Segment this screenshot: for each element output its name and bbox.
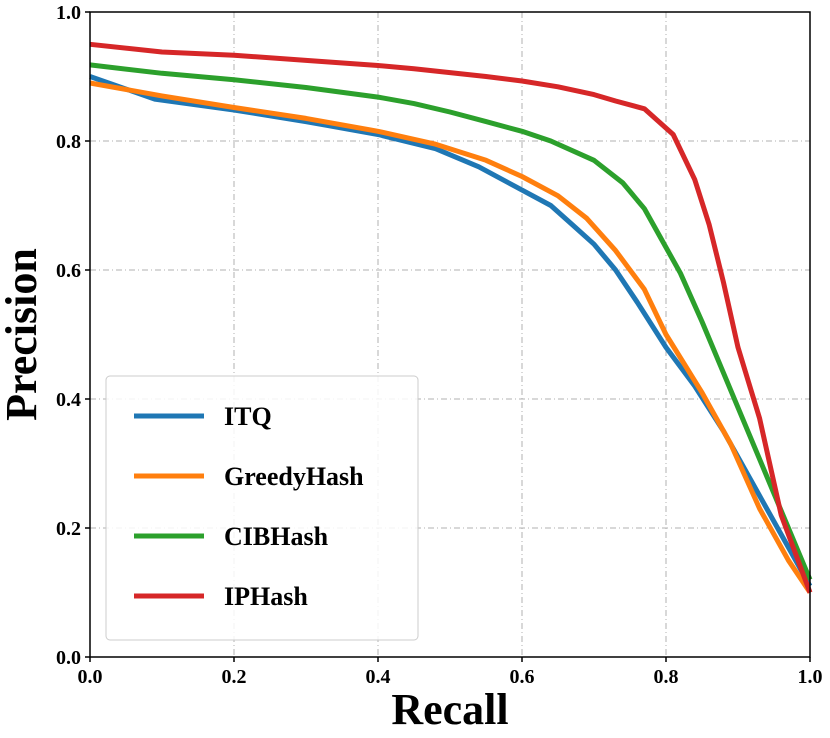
y-tick-label: 0.6 xyxy=(56,260,81,282)
x-tick-label: 0.8 xyxy=(654,666,679,688)
y-axis-title: Precision xyxy=(0,248,46,421)
x-tick-label: 1.0 xyxy=(798,666,823,688)
y-tick-label: 0.0 xyxy=(56,647,81,669)
legend-label-greedyhash: GreedyHash xyxy=(224,462,364,491)
x-tick-label: 0.4 xyxy=(366,666,391,688)
y-tick-label: 0.8 xyxy=(56,131,81,153)
x-tick-label: 0.0 xyxy=(78,666,103,688)
plot-frame xyxy=(89,11,811,658)
x-tick-label: 0.2 xyxy=(222,666,247,688)
x-tick-label: 0.6 xyxy=(510,666,535,688)
ticks-layer xyxy=(85,11,811,662)
legend-label-iphash: IPHash xyxy=(224,582,308,611)
x-axis-title: Recall xyxy=(391,685,508,734)
legend-box xyxy=(105,375,419,641)
series-line-iphash xyxy=(89,41,813,594)
legend: ITQ GreedyHash CIBHash IPHash xyxy=(105,375,419,641)
legend-items: ITQ GreedyHash CIBHash IPHash xyxy=(134,402,364,611)
series-line-greedyhash xyxy=(89,80,813,594)
legend-label-itq: ITQ xyxy=(224,402,272,431)
legend-label-cibhash: CIBHash xyxy=(224,522,329,551)
series-line-cibhash xyxy=(89,62,813,581)
series-layer xyxy=(89,41,813,594)
tick-labels-layer: 0.0 0.2 0.4 0.6 0.8 1.0 0.0 0.2 0.4 0.6 0.8 1.0 xyxy=(56,2,823,688)
y-tick-label: 0.2 xyxy=(56,518,81,540)
y-tick-label: 1.0 xyxy=(56,2,81,24)
y-tick-label: 0.4 xyxy=(56,389,81,411)
